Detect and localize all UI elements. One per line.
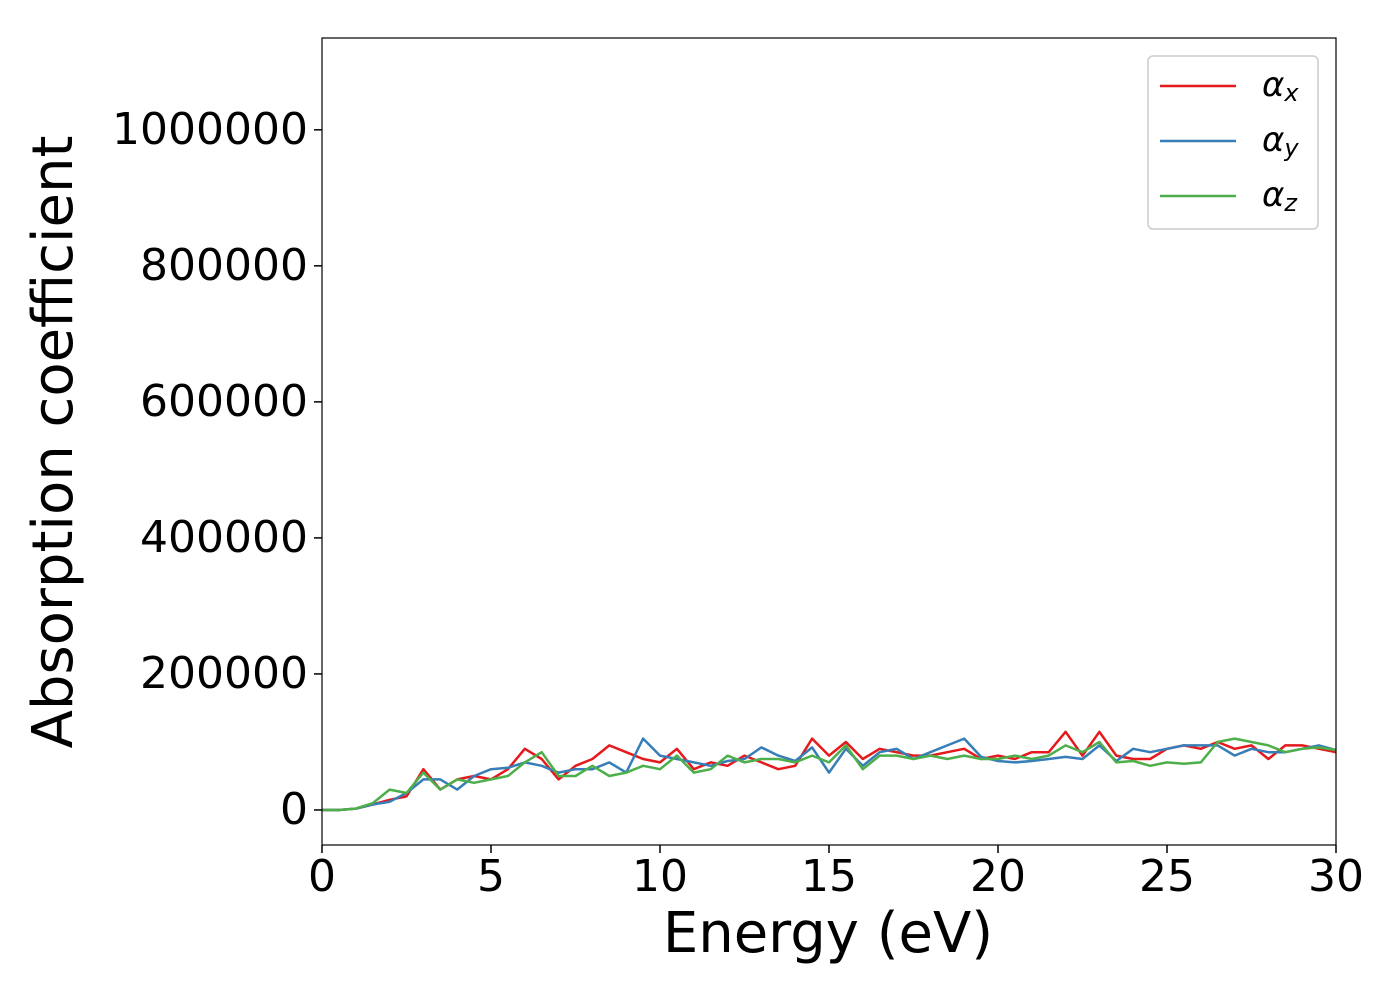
x-tick-label: 25: [1139, 851, 1195, 902]
x-axis-label: Energy (eV): [663, 901, 993, 966]
y-tick-label: 600000: [140, 376, 308, 427]
x-tick-label: 5: [477, 851, 505, 902]
legend-label: αx: [1262, 65, 1299, 108]
x-tick-label: 30: [1308, 851, 1364, 902]
y-tick-label: 1000000: [112, 104, 308, 155]
legend-label: αz: [1262, 175, 1298, 218]
x-tick-label: 10: [632, 851, 688, 902]
series-line: [322, 737, 1337, 812]
y-axis-label: Absorption coefficient: [21, 136, 86, 749]
y-tick-label: 400000: [140, 512, 308, 563]
x-tick-label: 20: [970, 851, 1026, 902]
y-tick-label: 200000: [140, 648, 308, 699]
legend-label: αy: [1262, 120, 1299, 163]
legend-box: [1147, 55, 1319, 230]
plot-frame: [321, 37, 1337, 846]
y-tick-label: 0: [280, 784, 308, 835]
y-tick-label: 800000: [140, 240, 308, 291]
series-line: [322, 737, 1337, 812]
x-tick-label: 0: [308, 851, 336, 902]
x-tick-label: 15: [801, 851, 857, 902]
